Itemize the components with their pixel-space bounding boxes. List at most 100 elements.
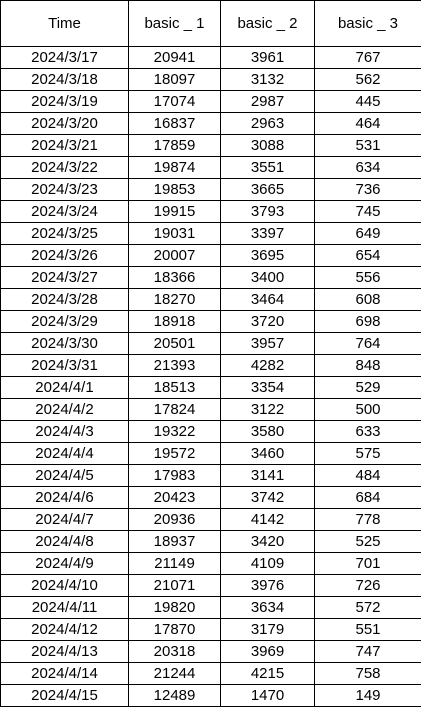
cell-basic-1: 19853 <box>128 178 221 201</box>
cell-basic-3: 500 <box>314 398 421 421</box>
table-row: 2024/4/15 12489 1470 149 <box>0 684 421 707</box>
cell-basic-3: 758 <box>314 662 421 685</box>
cell-basic-3: 572 <box>314 596 421 619</box>
table-row: 2024/3/31 21393 4282 848 <box>0 354 421 377</box>
cell-basic-1: 16837 <box>128 112 221 135</box>
cell-basic-3: 484 <box>314 464 421 487</box>
cell-basic-2: 4215 <box>220 662 315 685</box>
cell-basic-2: 3420 <box>220 530 315 553</box>
cell-basic-3: 575 <box>314 442 421 465</box>
cell-basic-2: 3460 <box>220 442 315 465</box>
cell-basic-2: 3088 <box>220 134 315 157</box>
table-row: 2024/3/25 19031 3397 649 <box>0 222 421 245</box>
cell-time: 2024/4/13 <box>0 640 129 663</box>
cell-basic-2: 3961 <box>220 46 315 69</box>
cell-basic-3: 848 <box>314 354 421 377</box>
cell-time: 2024/3/29 <box>0 310 129 333</box>
cell-time: 2024/3/27 <box>0 266 129 289</box>
cell-basic-2: 3742 <box>220 486 315 509</box>
table-row: 2024/4/14 21244 4215 758 <box>0 662 421 685</box>
cell-basic-3: 634 <box>314 156 421 179</box>
column-header-basic-3: basic _ 3 <box>314 0 421 47</box>
cell-time: 2024/4/4 <box>0 442 129 465</box>
cell-basic-3: 764 <box>314 332 421 355</box>
cell-basic-1: 17074 <box>128 90 221 113</box>
cell-basic-1: 19031 <box>128 222 221 245</box>
cell-basic-2: 4142 <box>220 508 315 531</box>
cell-basic-2: 3976 <box>220 574 315 597</box>
table-row: 2024/3/17 20941 3961 767 <box>0 46 421 69</box>
cell-basic-2: 3580 <box>220 420 315 443</box>
cell-basic-1: 20007 <box>128 244 221 267</box>
cell-basic-3: 525 <box>314 530 421 553</box>
cell-basic-1: 20941 <box>128 46 221 69</box>
cell-time: 2024/3/23 <box>0 178 129 201</box>
cell-basic-3: 701 <box>314 552 421 575</box>
cell-time: 2024/4/8 <box>0 530 129 553</box>
cell-time: 2024/3/20 <box>0 112 129 135</box>
cell-basic-2: 3400 <box>220 266 315 289</box>
cell-time: 2024/4/11 <box>0 596 129 619</box>
cell-basic-1: 17870 <box>128 618 221 641</box>
cell-basic-1: 18918 <box>128 310 221 333</box>
cell-basic-1: 17824 <box>128 398 221 421</box>
cell-time: 2024/3/28 <box>0 288 129 311</box>
cell-time: 2024/4/10 <box>0 574 129 597</box>
cell-basic-3: 649 <box>314 222 421 245</box>
cell-basic-2: 1470 <box>220 684 315 707</box>
cell-basic-1: 20936 <box>128 508 221 531</box>
cell-time: 2024/4/6 <box>0 486 129 509</box>
table-row: 2024/4/3 19322 3580 633 <box>0 420 421 443</box>
table-row: 2024/3/23 19853 3665 736 <box>0 178 421 201</box>
table-header: Time basic _ 1 basic _ 2 basic _ 3 <box>0 0 421 47</box>
table-row: 2024/3/21 17859 3088 531 <box>0 134 421 157</box>
cell-basic-3: 684 <box>314 486 421 509</box>
cell-basic-2: 3793 <box>220 200 315 223</box>
cell-basic-1: 18270 <box>128 288 221 311</box>
cell-basic-2: 3141 <box>220 464 315 487</box>
cell-basic-2: 4282 <box>220 354 315 377</box>
table-row: 2024/4/9 21149 4109 701 <box>0 552 421 575</box>
cell-basic-2: 3969 <box>220 640 315 663</box>
cell-basic-1: 21393 <box>128 354 221 377</box>
cell-time: 2024/4/2 <box>0 398 129 421</box>
cell-basic-3: 778 <box>314 508 421 531</box>
cell-basic-3: 464 <box>314 112 421 135</box>
cell-basic-2: 3132 <box>220 68 315 91</box>
table-row: 2024/4/13 20318 3969 747 <box>0 640 421 663</box>
cell-basic-1: 19572 <box>128 442 221 465</box>
cell-basic-3: 698 <box>314 310 421 333</box>
cell-basic-1: 20318 <box>128 640 221 663</box>
table-row: 2024/3/26 20007 3695 654 <box>0 244 421 267</box>
cell-basic-1: 18513 <box>128 376 221 399</box>
column-header-basic-1: basic _ 1 <box>128 0 221 47</box>
cell-time: 2024/3/31 <box>0 354 129 377</box>
table-row: 2024/3/28 18270 3464 608 <box>0 288 421 311</box>
cell-basic-2: 3354 <box>220 376 315 399</box>
cell-time: 2024/3/19 <box>0 90 129 113</box>
cell-basic-3: 767 <box>314 46 421 69</box>
cell-basic-3: 149 <box>314 684 421 707</box>
cell-time: 2024/3/30 <box>0 332 129 355</box>
cell-time: 2024/4/7 <box>0 508 129 531</box>
cell-basic-3: 654 <box>314 244 421 267</box>
table-row: 2024/4/10 21071 3976 726 <box>0 574 421 597</box>
cell-time: 2024/3/24 <box>0 200 129 223</box>
cell-basic-2: 2987 <box>220 90 315 113</box>
table-row: 2024/4/11 19820 3634 572 <box>0 596 421 619</box>
cell-basic-2: 3397 <box>220 222 315 245</box>
cell-basic-3: 633 <box>314 420 421 443</box>
cell-time: 2024/4/12 <box>0 618 129 641</box>
table-body: 2024/3/17 20941 3961 767 2024/3/18 18097 3132 5… <box>0 46 421 707</box>
table-row: 2024/3/18 18097 3132 562 <box>0 68 421 91</box>
header-row: Time basic _ 1 basic _ 2 basic _ 3 <box>0 0 421 47</box>
cell-time: 2024/3/18 <box>0 68 129 91</box>
cell-time: 2024/3/25 <box>0 222 129 245</box>
table-row: 2024/4/2 17824 3122 500 <box>0 398 421 421</box>
cell-basic-3: 736 <box>314 178 421 201</box>
cell-basic-2: 3695 <box>220 244 315 267</box>
cell-time: 2024/4/14 <box>0 662 129 685</box>
cell-basic-2: 3720 <box>220 310 315 333</box>
cell-time: 2024/3/17 <box>0 46 129 69</box>
table-row: 2024/3/22 19874 3551 634 <box>0 156 421 179</box>
